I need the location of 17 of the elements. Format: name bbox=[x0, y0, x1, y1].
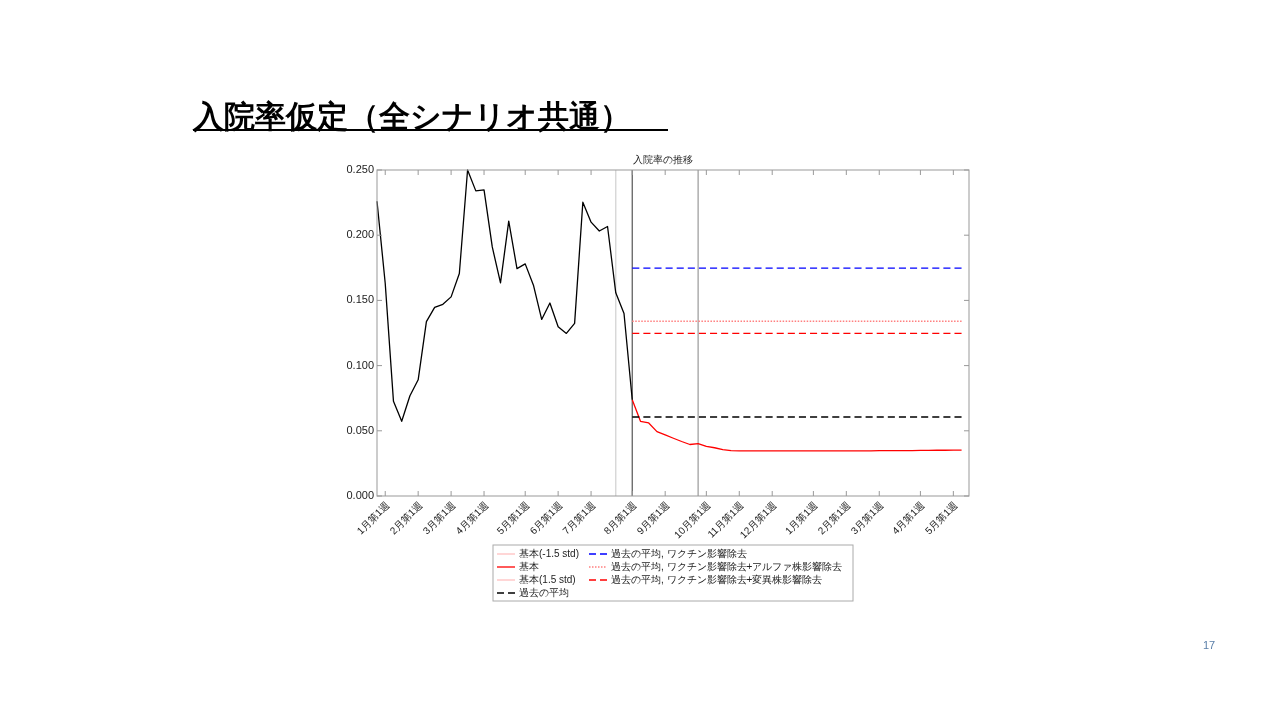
line-series bbox=[631, 399, 963, 452]
y-tick-label: 0.050 bbox=[346, 423, 374, 436]
y-tick-label: 0.150 bbox=[346, 293, 374, 306]
y-tick-label: 0.200 bbox=[346, 228, 374, 241]
legend-label: 過去の平均, ワクチン影響除去+変異株影響除去 bbox=[611, 573, 823, 585]
y-tick-label: 0.250 bbox=[346, 162, 374, 175]
legend-label: 基本 bbox=[519, 560, 539, 572]
y-tick-label: 0.100 bbox=[346, 358, 374, 371]
legend-label: 過去の平均 bbox=[519, 586, 569, 598]
legend-label: 基本(1.5 std) bbox=[519, 573, 576, 585]
legend-label: 基本(-1.5 std) bbox=[519, 547, 580, 559]
y-tick-label: 0.000 bbox=[346, 488, 374, 501]
legend-label: 過去の平均, ワクチン影響除去 bbox=[611, 547, 747, 559]
chart-subtitle: 入院率の推移 bbox=[633, 154, 693, 165]
line-series bbox=[376, 169, 633, 422]
text: 17 bbox=[1203, 639, 1216, 651]
legend-label: 過去の平均, ワクチン影響除去+アルファ株影響除去 bbox=[611, 560, 843, 572]
